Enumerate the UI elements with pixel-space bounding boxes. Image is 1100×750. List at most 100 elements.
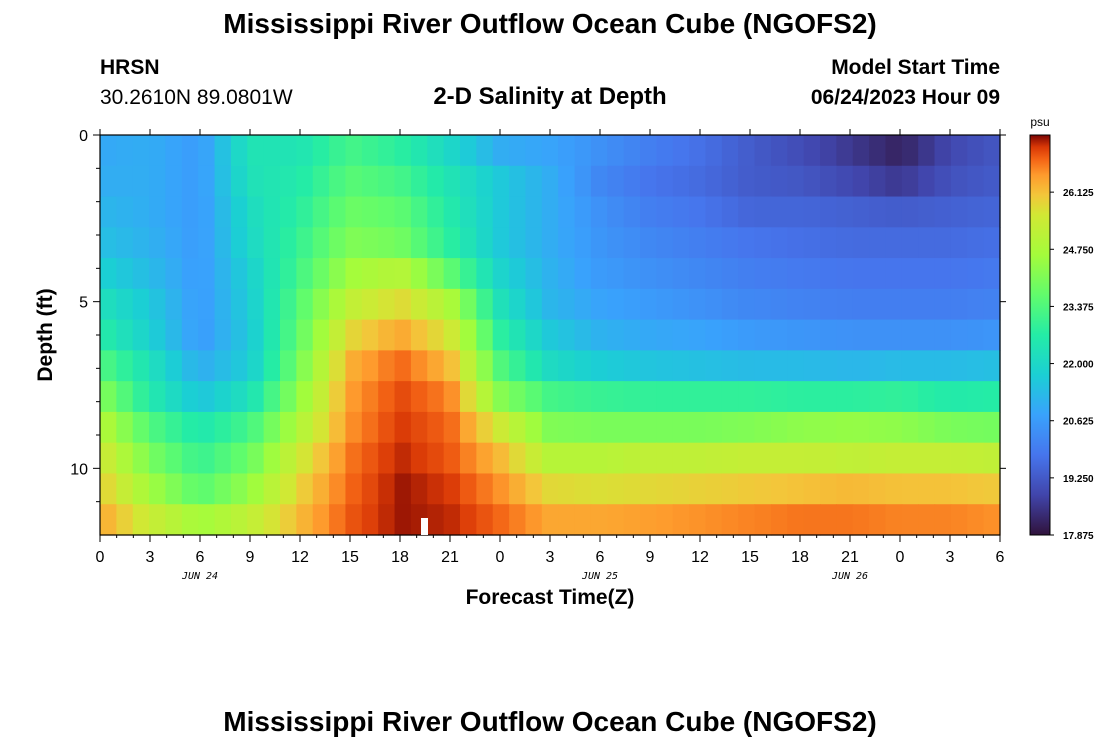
heatmap-cell: [623, 196, 641, 228]
heatmap-cell: [820, 227, 837, 259]
heatmap-cell: [640, 319, 657, 351]
heatmap-cell: [918, 473, 936, 505]
heatmap-cell: [689, 258, 707, 290]
heatmap-cell: [983, 411, 1001, 444]
heatmap-cell: [263, 165, 281, 198]
colorbar-tick-label: 26.125: [1063, 188, 1094, 199]
heatmap-cell: [280, 288, 297, 321]
heatmap-cell: [329, 411, 347, 444]
heatmap-cell: [950, 319, 968, 351]
heatmap-cell: [754, 411, 772, 444]
heatmap-cell: [770, 165, 788, 198]
heatmap-cell: [934, 504, 952, 536]
heatmap-cell: [476, 504, 494, 536]
heatmap-cell: [705, 196, 723, 228]
heatmap-cell: [410, 135, 428, 167]
heatmap-cell: [214, 288, 232, 321]
heatmap-cell: [198, 504, 216, 536]
heatmap-cell: [132, 196, 150, 228]
heatmap-cell: [738, 165, 756, 198]
heatmap-cell: [443, 350, 461, 382]
heatmap-cell: [852, 227, 870, 259]
heatmap-cell: [787, 288, 805, 321]
heatmap-cell: [852, 442, 870, 475]
heatmap-cell: [100, 135, 117, 167]
heatmap-cell: [100, 442, 117, 475]
heatmap-cell: [721, 165, 739, 198]
heatmap-cell: [476, 165, 494, 198]
heatmap-cell: [460, 227, 477, 259]
heatmap-cell: [541, 381, 559, 413]
heatmap-cell: [558, 135, 576, 167]
heatmap-cell: [558, 381, 576, 413]
heatmap-cell: [754, 135, 772, 167]
heatmap-cell: [918, 350, 936, 382]
heatmap-cell: [689, 196, 707, 228]
heatmap-cell: [705, 442, 723, 475]
heatmap-cell: [934, 196, 952, 228]
heatmap-cell: [329, 165, 347, 198]
heatmap-cell: [394, 288, 412, 321]
heatmap-cell: [672, 165, 690, 198]
heatmap-cell: [378, 381, 396, 413]
heatmap-cell: [967, 165, 985, 198]
heatmap-cell: [329, 381, 347, 413]
heatmap-cell: [132, 288, 150, 321]
heatmap-cell: [672, 381, 690, 413]
heatmap-cell: [460, 473, 477, 505]
heatmap-cell: [885, 196, 903, 228]
heatmap-cell: [410, 442, 428, 475]
heatmap-cell: [705, 504, 723, 536]
heatmap-cell: [427, 411, 445, 444]
heatmap-cell: [230, 196, 248, 228]
heatmap-cell: [934, 473, 952, 505]
heatmap-cell: [558, 258, 576, 290]
heatmap-cell: [476, 196, 494, 228]
heatmap-cell: [181, 319, 199, 351]
heatmap-cell: [574, 442, 592, 475]
heatmap-cell: [410, 288, 428, 321]
x-tick-label: 18: [391, 549, 409, 566]
heatmap-cell: [345, 227, 363, 259]
heatmap-cell: [787, 196, 805, 228]
marker-tick: [421, 518, 428, 535]
heatmap-cell: [787, 319, 805, 351]
heatmap-cell: [476, 442, 494, 475]
heatmap-cell: [492, 473, 510, 505]
heatmap-cell: [967, 473, 985, 505]
heatmap-cell: [149, 350, 167, 382]
heatmap-cell: [198, 165, 216, 198]
heatmap-cell: [754, 288, 772, 321]
heatmap-cell: [541, 473, 559, 505]
heatmap-cell: [492, 319, 510, 351]
heatmap-cell: [558, 350, 576, 382]
heatmap-cell: [361, 381, 379, 413]
heatmap-cell: [427, 473, 445, 505]
heatmap-cell: [967, 288, 985, 321]
colorbar-tick-label: 24.750: [1063, 245, 1094, 256]
heatmap-cell: [427, 196, 445, 228]
heatmap-cell: [901, 350, 919, 382]
heatmap-cell: [247, 135, 265, 167]
heatmap-cell: [149, 504, 167, 536]
heatmap-cell: [934, 350, 952, 382]
heatmap-cell: [901, 504, 919, 536]
heatmap-cell: [770, 473, 788, 505]
heatmap-cell: [803, 258, 821, 290]
heatmap-cell: [672, 411, 690, 444]
heatmap-cell: [689, 135, 707, 167]
heatmap-cell: [721, 258, 739, 290]
heatmap-cell: [770, 411, 788, 444]
heatmap-cell: [541, 165, 559, 198]
heatmap-cell: [460, 165, 477, 198]
heatmap-cell: [263, 350, 281, 382]
heatmap-cell: [689, 350, 707, 382]
heatmap-cell: [378, 227, 396, 259]
heatmap-cell: [149, 135, 167, 167]
heatmap-cell: [918, 165, 936, 198]
heatmap-cell: [181, 442, 199, 475]
heatmap-cell: [558, 473, 576, 505]
heatmap-cell: [836, 227, 854, 259]
heatmap-cell: [247, 381, 265, 413]
heatmap-cell: [754, 196, 772, 228]
